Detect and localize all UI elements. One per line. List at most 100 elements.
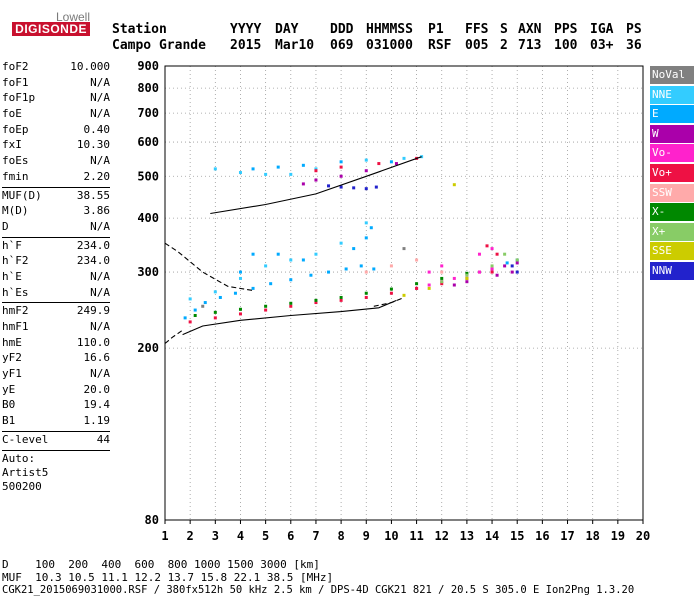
echo-point xyxy=(339,160,343,164)
header-value-iga: 03+ xyxy=(590,38,614,53)
param-label: yE xyxy=(2,382,16,396)
echo-point xyxy=(420,155,424,159)
autoscaling-line: Auto: xyxy=(2,451,36,465)
echo-point xyxy=(364,295,368,299)
header-value-p1: RSF xyxy=(428,38,452,53)
echo-point xyxy=(301,163,305,167)
param-row: foEs N/A xyxy=(2,154,110,170)
echo-point xyxy=(238,307,242,311)
echo-point xyxy=(344,267,348,271)
param-value: 249.9 xyxy=(76,304,110,318)
legend-item: Vo- xyxy=(650,144,694,163)
echo-point xyxy=(309,273,313,277)
param-label: B1 xyxy=(2,414,16,428)
echo-point xyxy=(213,310,217,314)
x-tick-label: 12 xyxy=(435,529,449,543)
echo-point xyxy=(314,169,318,173)
param-row: fmin 2.20 xyxy=(2,170,110,186)
echo-point xyxy=(193,308,197,312)
y-tick-label: 800 xyxy=(137,81,159,95)
echo-point xyxy=(264,264,268,268)
param-separator xyxy=(2,236,110,238)
param-label: MUF(D) xyxy=(2,188,42,202)
header-value-year: 2015 xyxy=(230,38,262,53)
echo-point xyxy=(440,280,444,284)
y-tick-label: 600 xyxy=(137,135,159,149)
param-label: foF2 xyxy=(2,60,29,73)
y-tick-label: 900 xyxy=(137,59,159,73)
footer-info: D 100 200 400 600 800 1000 1500 3000 [km… xyxy=(2,558,634,597)
param-row: foF2 10.000 xyxy=(2,60,110,76)
header-label-p1: P1 xyxy=(428,22,444,37)
echo-point xyxy=(452,283,456,287)
echo-point xyxy=(264,304,268,308)
autoscaling-info: Auto: Artist5 500200 xyxy=(2,452,110,494)
y-tick-label: 500 xyxy=(137,169,159,183)
param-separator xyxy=(2,449,110,451)
echo-point xyxy=(465,271,469,275)
param-label: yF1 xyxy=(2,367,22,381)
param-row: foE N/A xyxy=(2,107,110,123)
param-label: h`F2 xyxy=(2,254,29,268)
param-value: N/A xyxy=(90,107,110,121)
param-row: h`F 234.0 xyxy=(2,239,110,255)
trace-line xyxy=(373,296,405,307)
legend-item: NNW xyxy=(650,261,694,280)
echo-point xyxy=(276,165,280,169)
legend-item: X- xyxy=(650,203,694,222)
param-label: yF2 xyxy=(2,351,22,365)
header-label-ddd: DDD xyxy=(330,22,354,37)
x-tick-label: 8 xyxy=(337,529,344,543)
echo-point xyxy=(289,301,293,305)
echo-point xyxy=(203,301,207,305)
echo-point xyxy=(314,301,318,305)
echo-point xyxy=(374,185,378,189)
param-value: N/A xyxy=(90,285,110,299)
echo-point xyxy=(251,286,255,290)
echo-point xyxy=(452,183,456,187)
plot-frame xyxy=(164,65,644,521)
echo-point xyxy=(427,286,431,290)
echo-point xyxy=(289,172,293,176)
header-label-axn: AXN xyxy=(518,22,542,37)
param-value: 19.4 xyxy=(83,398,111,412)
echo-point xyxy=(213,290,217,294)
echo-point xyxy=(465,280,469,284)
echo-point xyxy=(364,187,368,191)
param-label: h`Es xyxy=(2,285,29,299)
echo-point xyxy=(503,264,507,268)
param-value: 44 xyxy=(96,432,110,446)
echo-point xyxy=(238,270,242,274)
echo-point xyxy=(339,185,343,189)
logo-digisonde-text: DIGISONDE xyxy=(12,22,90,36)
y-tick-label: 80 xyxy=(145,513,159,527)
echo-point xyxy=(218,295,222,299)
header-label-pps: PPS xyxy=(554,22,578,37)
x-tick-label: 10 xyxy=(384,529,398,543)
echo-point xyxy=(510,270,514,274)
x-tick-label: 13 xyxy=(460,529,474,543)
profile-traces xyxy=(164,156,422,344)
param-row: D N/A xyxy=(2,220,110,236)
param-label: foEp xyxy=(2,122,29,136)
x-tick-label: 6 xyxy=(287,529,294,543)
echo-point xyxy=(359,264,363,268)
echo-point xyxy=(505,261,509,265)
param-label: fxI xyxy=(2,138,22,152)
echo-point xyxy=(389,291,393,295)
param-label: foE xyxy=(2,107,22,121)
echo-point xyxy=(440,270,444,274)
param-label: B0 xyxy=(2,398,16,412)
x-axis-ticks: 1 2 3 4 5 6 7 8 9 10 11 12 13 14 15 16 17 18 19 20 xyxy=(161,520,650,543)
param-separator xyxy=(2,302,110,304)
param-label: D xyxy=(2,219,9,233)
echo-point xyxy=(264,308,268,312)
echo-point xyxy=(402,293,406,297)
header-value-time: 031000 xyxy=(366,38,413,53)
echo-point xyxy=(465,276,469,280)
param-label: hmF1 xyxy=(2,320,29,333)
param-value: 234.0 xyxy=(76,254,110,268)
distance-row: D 100 200 400 600 800 1000 1500 3000 [km… xyxy=(2,558,320,571)
header-label-ps: PS xyxy=(626,22,642,37)
echo-point xyxy=(289,278,293,282)
